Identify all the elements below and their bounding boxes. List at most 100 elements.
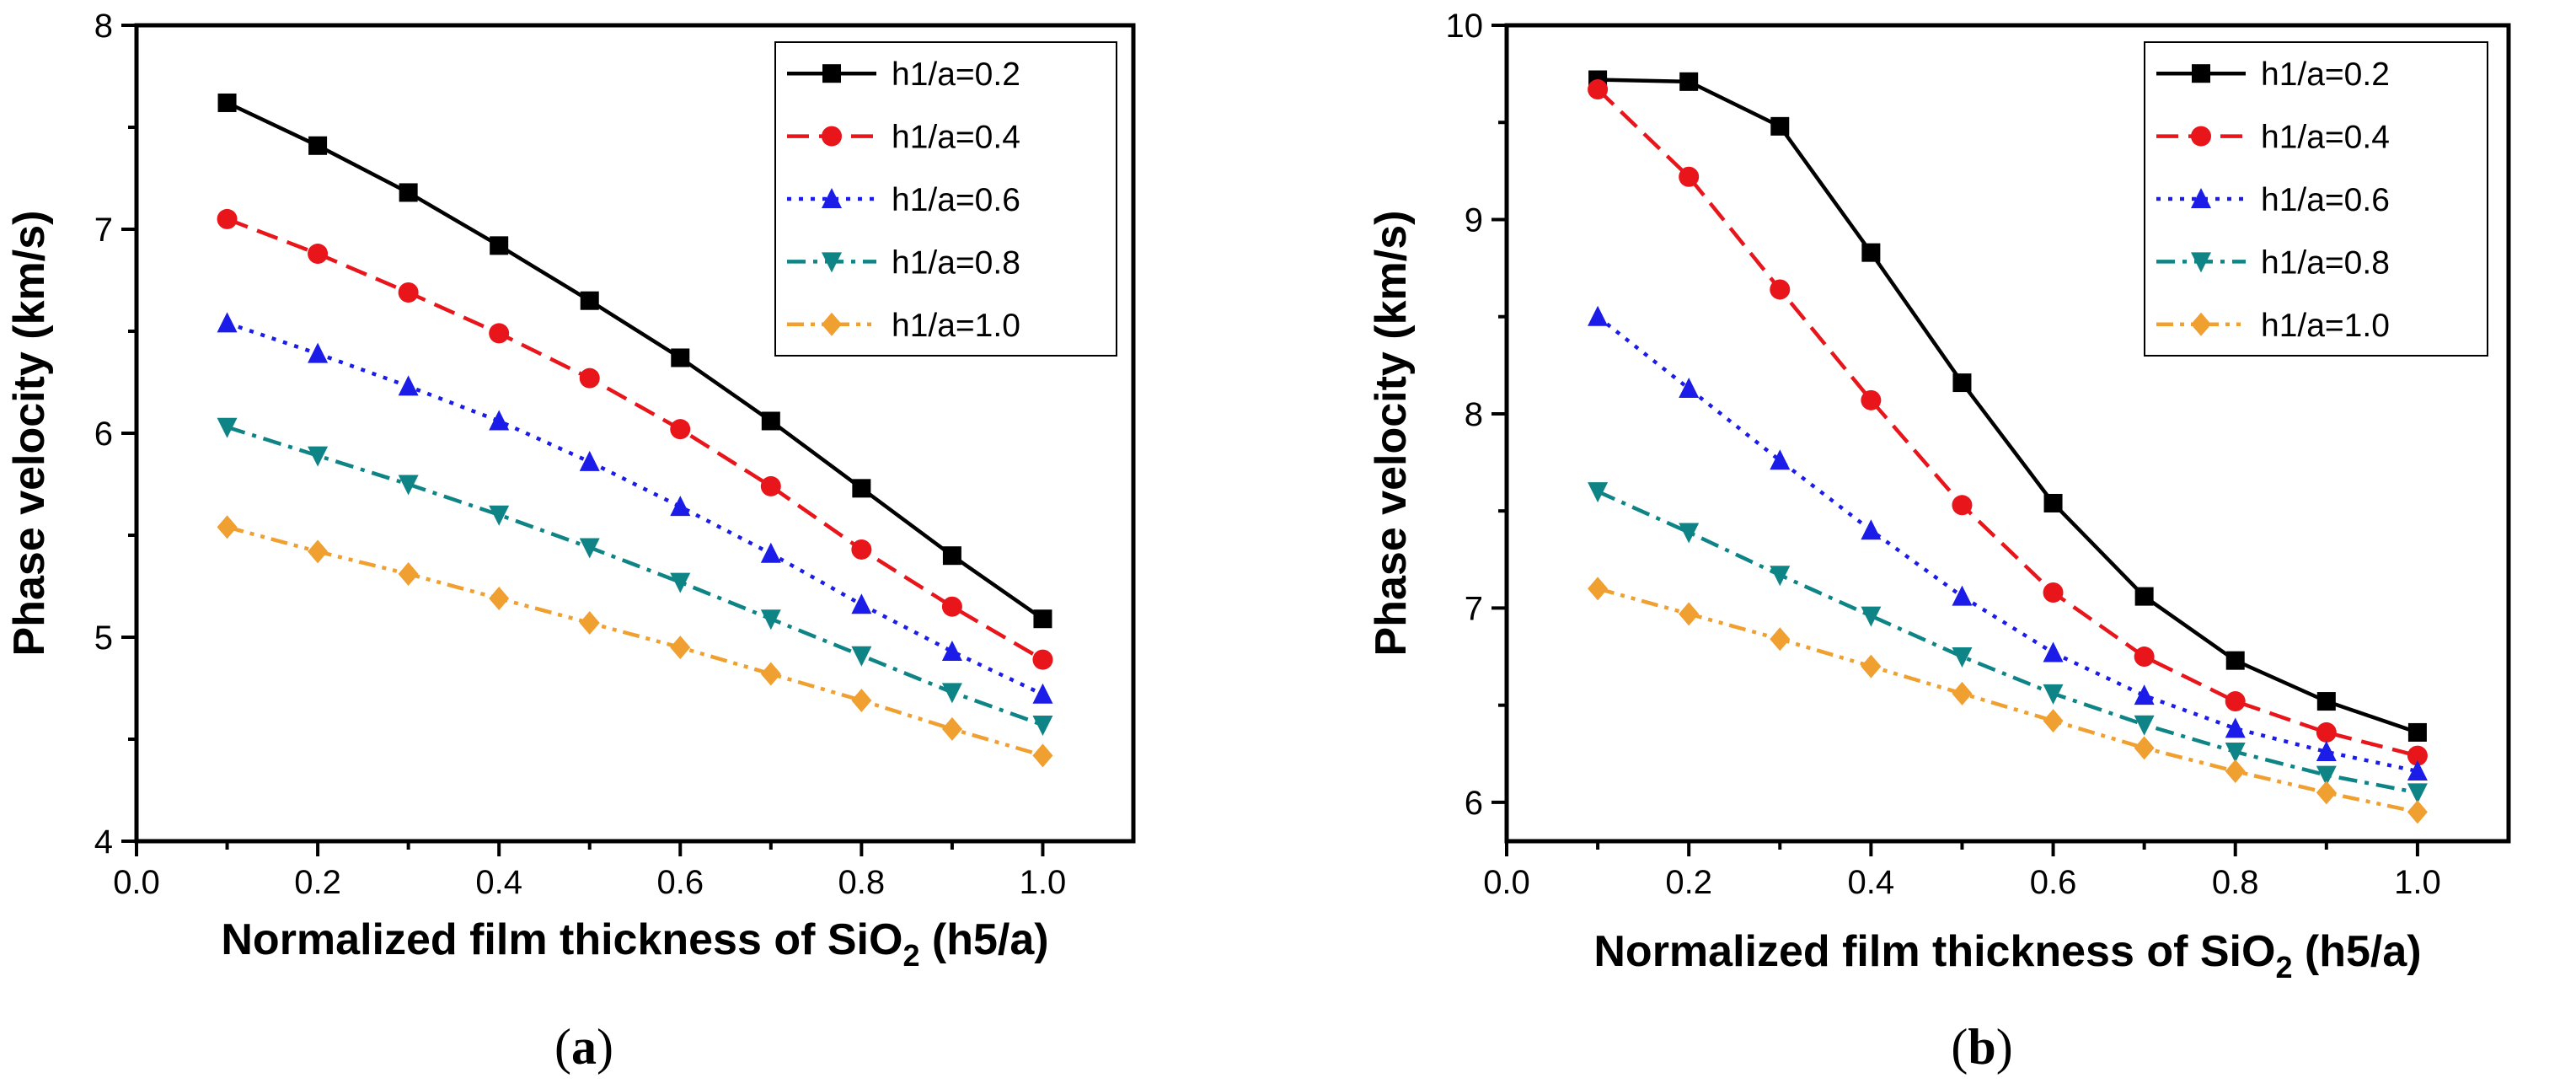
x-tick-label: 0.6: [656, 864, 704, 901]
data-point: [2134, 736, 2155, 760]
x-axis-label-suffix: (h5/a): [2292, 927, 2421, 976]
data-point: [217, 515, 238, 539]
data-point: [1861, 243, 1881, 262]
series-line-h1/a=0.6: [1596, 314, 2418, 774]
legend-marker: [822, 188, 842, 208]
data-point: [760, 542, 781, 563]
data-point: [2043, 493, 2063, 512]
data-point: [2134, 715, 2155, 736]
x-tick-label: 0.8: [838, 864, 886, 901]
data-point: [398, 561, 419, 586]
series-line-h1/a=0.2: [1598, 78, 2418, 735]
legend-entry: h1/a=1.0: [2261, 308, 2390, 344]
data-point: [2225, 742, 2246, 763]
data-point: [941, 640, 962, 661]
x-tick-label: 0.2: [294, 864, 341, 901]
data-point: [1952, 373, 1972, 393]
data-point: [2407, 745, 2428, 766]
chart-panel-b: 0.0 0.2 0.4 0.6 0.8 1.0 6 7 8 9 10 Phase velocity (…: [1367, 8, 2511, 1075]
data-point: [217, 417, 238, 438]
data-point: [308, 136, 328, 155]
legend-entry: h1/a=0.2: [892, 56, 1020, 93]
x-tick-label: 0.4: [475, 864, 522, 901]
legend-marker: [2192, 64, 2210, 83]
panel-label-close-paren: ): [597, 1019, 613, 1075]
data-point: [490, 236, 509, 255]
legend-marker: [822, 126, 842, 147]
data-point: [1032, 743, 1053, 768]
series-line-h1/a=1.0: [1597, 587, 2418, 814]
data-point: [670, 572, 691, 593]
data-point: [2316, 722, 2337, 743]
data-point: [1679, 72, 1699, 91]
data-point: [2225, 651, 2245, 670]
data-point: [1952, 647, 1973, 668]
x-tick-label: 0.0: [1483, 864, 1530, 901]
data-point: [671, 348, 690, 367]
x-axis-label-subscript: 2: [902, 938, 919, 973]
data-point: [851, 539, 872, 560]
data-point: [2043, 641, 2064, 663]
data-point: [580, 291, 599, 310]
data-point: [2134, 684, 2155, 705]
data-point: [760, 609, 781, 630]
y-tick-label: 6: [94, 416, 113, 453]
data-point: [852, 479, 871, 498]
legend-marker: [2191, 312, 2211, 336]
panel-label-close-paren: ): [1996, 1019, 2013, 1075]
data-point: [670, 496, 691, 517]
data-point: [2316, 740, 2337, 761]
data-point: [1770, 279, 1791, 300]
data-point: [217, 312, 238, 333]
data-point: [1770, 627, 1791, 652]
x-tick-label: 0.8: [2212, 864, 2259, 901]
y-tick-label: 5: [94, 620, 113, 657]
y-axis-label: Phase velocity (km/s): [1367, 211, 1416, 657]
data-point: [760, 475, 781, 496]
y-tick-label: 10: [1446, 8, 1484, 45]
legend-marker: [822, 64, 841, 83]
legend-entry: h1/a=1.0: [892, 308, 1020, 344]
legend-entry: h1/a=0.4: [2261, 120, 2390, 156]
x-axis-label: Normalized film thickness of SiO2 (h5/a): [1593, 927, 2421, 984]
data-point: [1679, 523, 1700, 544]
legend-entry: h1/a=0.6: [2261, 182, 2390, 218]
x-tick-label: 1.0: [1020, 864, 1067, 901]
data-point: [1679, 377, 1700, 398]
data-point: [941, 716, 962, 741]
data-point: [2316, 765, 2337, 786]
data-point: [1588, 305, 1609, 326]
panel-label-letter: a: [571, 1019, 597, 1075]
legend-entry: h1/a=0.2: [2261, 56, 2390, 93]
series-line-h1/a=0.8: [1597, 490, 2418, 795]
data-point: [1679, 602, 1700, 626]
legend-marker: [2191, 188, 2211, 208]
series-line-h1/a=1.0: [226, 525, 1044, 758]
data-point: [489, 323, 510, 344]
data-point: [851, 689, 872, 713]
series-line-h1/a=0.4: [226, 217, 1044, 662]
x-axis-label-main: Normalized film thickness of SiO: [221, 915, 902, 964]
data-point: [2043, 582, 2064, 603]
data-point: [941, 683, 962, 704]
legend-entry: h1/a=0.4: [892, 120, 1020, 156]
data-point: [2407, 760, 2428, 781]
y-tick-label: 8: [94, 8, 113, 45]
x-tick-label: 0.4: [1848, 864, 1895, 901]
data-point: [489, 505, 510, 526]
data-point: [761, 411, 780, 431]
legend-marker: [2191, 126, 2211, 147]
data-point: [670, 419, 691, 440]
data-point: [2043, 709, 2064, 733]
data-point: [1588, 79, 1609, 100]
data-point: [1952, 585, 1973, 606]
legend-marker: [2191, 252, 2211, 273]
data-point: [308, 539, 329, 564]
legend-marker: [822, 252, 842, 273]
series-line-h1/a=0.8: [226, 425, 1044, 727]
data-point: [2407, 800, 2428, 824]
data-point: [2134, 587, 2154, 606]
panel-label-open-paren: (: [554, 1019, 571, 1075]
panel-label: (b): [1951, 1019, 2012, 1075]
